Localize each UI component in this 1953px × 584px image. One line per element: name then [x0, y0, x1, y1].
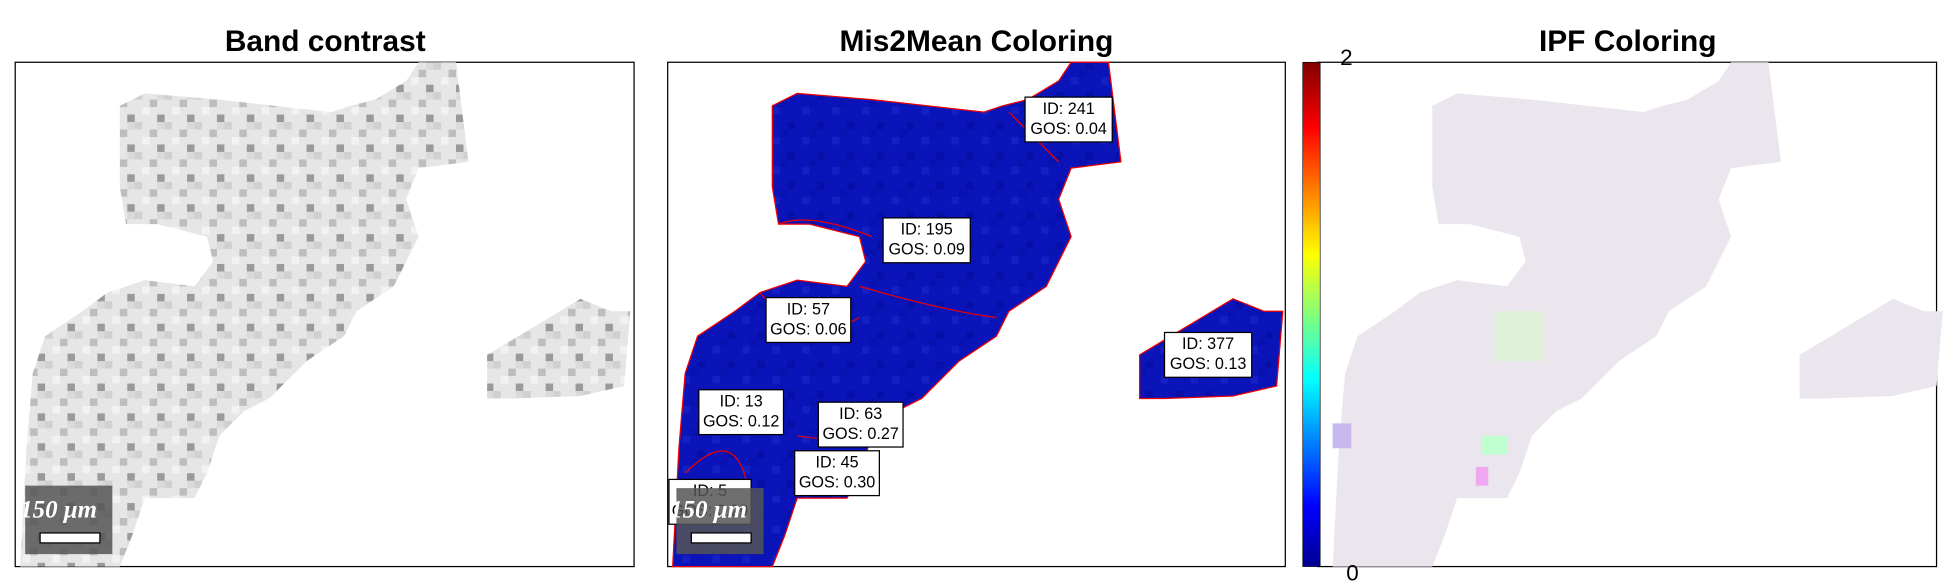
grain-id: ID: 195: [901, 221, 953, 239]
grain-id: ID: 377: [1182, 335, 1234, 353]
grain-gos: GOS: 0.13: [1170, 355, 1246, 373]
grain-id: ID: 241: [1043, 100, 1095, 118]
grain-id: ID: 63: [839, 405, 882, 423]
grain-gos: GOS: 0.06: [770, 320, 846, 338]
colorbar: 2 0: [1302, 45, 1359, 584]
mis2mean-map: ID: 241 GOS: 0.04 ID: 195 GOS: 0.09 ID: …: [667, 61, 1286, 568]
grain-gos: GOS: 0.27: [822, 425, 898, 443]
panel-title: IPF Coloring: [1539, 25, 1717, 58]
panel-title: Mis2Mean Coloring: [840, 25, 1114, 58]
grain-gos: GOS: 0.12: [703, 412, 779, 430]
grain-id: ID: 45: [815, 453, 858, 471]
grain-id: ID: 57: [787, 300, 830, 318]
scale-bar-label: 150 μm: [670, 496, 747, 523]
panel-title: Band contrast: [225, 25, 426, 58]
grain-gos: GOS: 0.30: [799, 473, 875, 491]
grain-id: ID: 13: [720, 392, 763, 410]
grain-gos: GOS: 0.09: [888, 241, 964, 259]
colorbar-tick-label: 0: [1346, 560, 1358, 584]
grain-gos: GOS: 0.04: [1030, 120, 1106, 138]
colorbar-tick-label: 2: [1340, 45, 1352, 70]
scale-bar-label: 150 μm: [20, 496, 97, 523]
ipf-map: [1317, 61, 1943, 568]
band-contrast-map: 150 μm: [14, 61, 635, 568]
